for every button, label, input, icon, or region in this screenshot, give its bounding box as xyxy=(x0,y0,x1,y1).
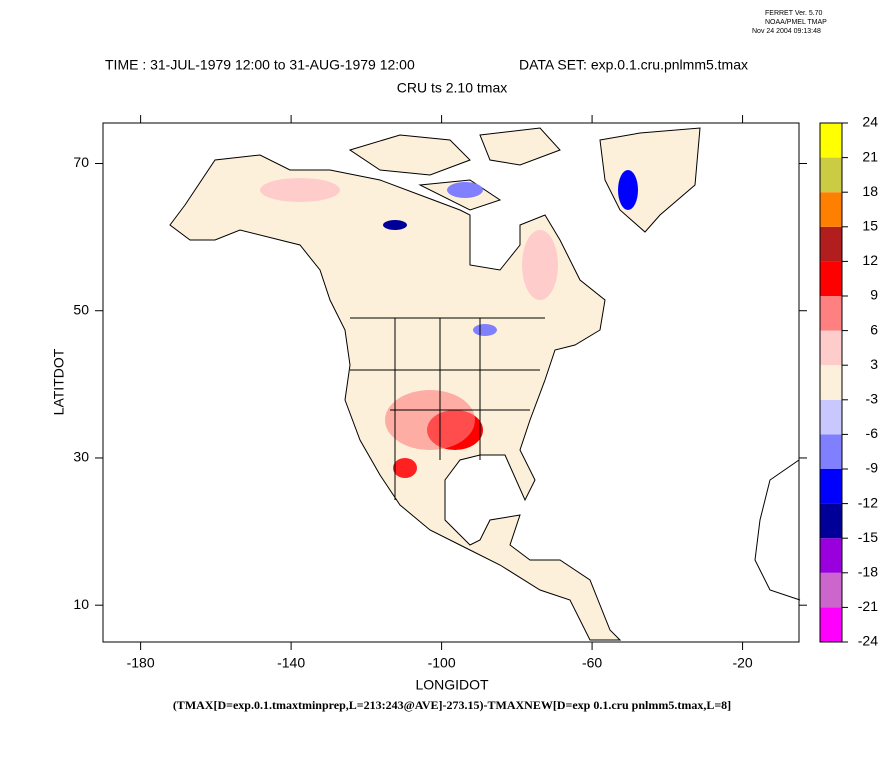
colorbar-label: 9 xyxy=(870,287,878,303)
y-label: LATITDOT xyxy=(51,348,67,415)
africa-coast xyxy=(754,459,801,601)
y-tick-label: 50 xyxy=(73,301,89,317)
y-tick-label: 70 xyxy=(73,154,89,170)
colorbar-label: 6 xyxy=(870,321,878,337)
colorbar-label: -21 xyxy=(858,598,878,614)
colorbar-label: -12 xyxy=(858,494,878,510)
colorbar-frame xyxy=(819,122,843,643)
subtitle: CRU ts 2.10 tmax xyxy=(397,80,507,96)
colorbar-label: 3 xyxy=(870,356,878,372)
x-tick-label: -180 xyxy=(127,655,155,671)
colorbar-bin xyxy=(820,607,842,642)
x-tick-label: -100 xyxy=(428,655,456,671)
colorbar-label: 15 xyxy=(862,218,878,234)
colorbar-label: 18 xyxy=(862,183,878,199)
y-tick-label: 10 xyxy=(73,596,89,612)
arctic-islands xyxy=(348,127,561,211)
timestamp: Nov 24 2004 09:13:48 xyxy=(752,28,821,35)
colorbar-label: -18 xyxy=(858,564,878,580)
colorbar-bin xyxy=(820,365,842,400)
anomaly-area xyxy=(447,182,483,198)
colorbar-bin xyxy=(820,157,842,193)
x-tick-label: -60 xyxy=(582,655,602,671)
colorbar-label: -6 xyxy=(866,425,879,441)
x-tick-label: -140 xyxy=(277,655,305,671)
anomaly-area xyxy=(618,170,638,210)
colorbar-label: 24 xyxy=(862,114,878,130)
colorbar-bin xyxy=(820,538,842,573)
colorbar-label: -3 xyxy=(866,391,879,407)
map-layer xyxy=(169,127,801,641)
dataset: DATA SET: exp.0.1.cru.pnlmm5.tmax xyxy=(519,57,748,73)
colorbar-bin xyxy=(820,399,842,435)
colorbar-bin xyxy=(820,192,842,227)
colorbar-bin xyxy=(820,261,842,296)
colorbar-bin xyxy=(820,296,842,331)
colorbar-label: -9 xyxy=(866,460,879,476)
anomaly-area xyxy=(385,390,475,450)
colorbar-bin xyxy=(820,434,842,469)
anomaly-area xyxy=(260,178,340,202)
colorbar-label: -24 xyxy=(858,633,878,649)
title: TIME : 31-JUL-1979 12:00 to 31-AUG-1979 … xyxy=(105,57,415,73)
colorbar-bin xyxy=(820,572,842,608)
colorbar-bin xyxy=(820,503,842,539)
version: FERRET Ver. 5.70 xyxy=(765,10,823,17)
colorbar-bin xyxy=(820,226,842,262)
footer: (TMAX[D=exp.0.1.tmaxtminprep,L=213:243@A… xyxy=(173,698,731,712)
anomaly-area xyxy=(393,458,417,478)
anomaly-area xyxy=(473,324,497,336)
x-label: LONGIDOT xyxy=(415,677,489,693)
anomaly-area xyxy=(522,230,558,300)
y-tick-label: 30 xyxy=(73,449,89,465)
anomaly-area xyxy=(383,220,407,230)
colorbar-bin xyxy=(820,469,842,504)
org: NOAA/PMEL TMAP xyxy=(765,19,827,26)
greenland xyxy=(599,127,701,233)
colorbar-label: 12 xyxy=(862,252,878,268)
colorbar-bin xyxy=(820,330,842,366)
colorbar-bin xyxy=(820,123,842,158)
plot-frame xyxy=(102,122,800,643)
x-tick-label: -20 xyxy=(732,655,752,671)
state-borders xyxy=(350,317,545,500)
colorbar-label: 21 xyxy=(862,148,878,164)
colorbar-label: -15 xyxy=(858,529,878,545)
